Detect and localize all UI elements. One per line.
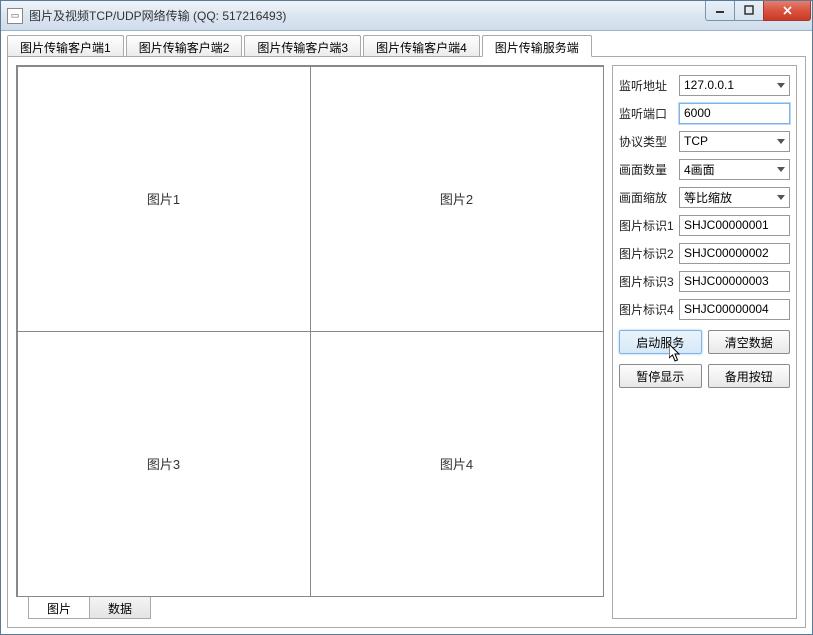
imgid4-input[interactable]: [679, 299, 790, 320]
label-imgid3: 图片标识3: [619, 273, 675, 290]
label-panel-count: 画面数量: [619, 161, 675, 178]
titlebar[interactable]: ▭ 图片及视频TCP/UDP网络传输 (QQ: 517216493): [1, 1, 812, 31]
select-wrap-panel-count: [679, 159, 790, 180]
maximize-button[interactable]: [734, 1, 764, 21]
settings-panel: 监听地址 监听端口 协议类型 画面数量: [612, 65, 797, 619]
top-tabstrip: 图片传输客户端1 图片传输客户端2 图片传输客户端3 图片传输客户端4 图片传输…: [7, 35, 806, 57]
row-listen-addr: 监听地址: [619, 74, 790, 96]
bottom-tabstrip: 图片 数据: [16, 597, 604, 619]
pause-display-button[interactable]: 暂停显示: [619, 364, 702, 388]
button-row-2: 暂停显示 备用按钮: [619, 364, 790, 388]
label-listen-addr: 监听地址: [619, 77, 675, 94]
bottom-tab-data[interactable]: 数据: [89, 597, 151, 619]
start-service-button[interactable]: 启动服务: [619, 330, 702, 354]
listen-addr-select[interactable]: [679, 75, 790, 96]
app-icon: ▭: [7, 8, 23, 24]
minimize-icon: [715, 5, 725, 15]
bottom-tab-image[interactable]: 图片: [28, 597, 90, 619]
client-area: 图片传输客户端1 图片传输客户端2 图片传输客户端3 图片传输客户端4 图片传输…: [1, 31, 812, 634]
panel-count-select[interactable]: [679, 159, 790, 180]
image-cell-1[interactable]: 图片1: [17, 66, 311, 332]
maximize-icon: [744, 5, 754, 15]
row-imgid2: 图片标识2: [619, 242, 790, 264]
window-title: 图片及视频TCP/UDP网络传输 (QQ: 517216493): [29, 7, 706, 24]
tab-client2[interactable]: 图片传输客户端2: [126, 35, 243, 56]
image-cell-3[interactable]: 图片3: [17, 331, 311, 597]
image-grid: 图片1 图片2 图片3 图片4: [16, 65, 604, 597]
label-protocol: 协议类型: [619, 133, 675, 150]
left-panel: 图片1 图片2 图片3 图片4 图片 数据: [16, 65, 604, 619]
minimize-button[interactable]: [705, 1, 735, 21]
label-imgid2: 图片标识2: [619, 245, 675, 262]
row-panel-count: 画面数量: [619, 158, 790, 180]
label-scale-mode: 画面缩放: [619, 189, 675, 206]
listen-port-input[interactable]: [679, 103, 790, 124]
button-row-1: 启动服务 清空数据: [619, 330, 790, 354]
label-imgid4: 图片标识4: [619, 301, 675, 318]
imgid3-input[interactable]: [679, 271, 790, 292]
window-controls: [706, 1, 812, 21]
select-wrap-scale-mode: [679, 187, 790, 208]
label-imgid1: 图片标识1: [619, 217, 675, 234]
imgid1-input[interactable]: [679, 215, 790, 236]
protocol-select[interactable]: [679, 131, 790, 152]
select-wrap-protocol: [679, 131, 790, 152]
image-cell-4[interactable]: 图片4: [310, 331, 604, 597]
clear-data-button[interactable]: 清空数据: [708, 330, 791, 354]
scale-mode-select[interactable]: [679, 187, 790, 208]
row-protocol: 协议类型: [619, 130, 790, 152]
close-button[interactable]: [763, 1, 811, 21]
close-icon: [782, 5, 793, 16]
main-content: 图片1 图片2 图片3 图片4 图片 数据 监听地址: [7, 57, 806, 628]
row-imgid4: 图片标识4: [619, 298, 790, 320]
row-imgid1: 图片标识1: [619, 214, 790, 236]
select-wrap-listen-addr: [679, 75, 790, 96]
tab-server[interactable]: 图片传输服务端: [482, 35, 592, 57]
row-scale-mode: 画面缩放: [619, 186, 790, 208]
app-window: ▭ 图片及视频TCP/UDP网络传输 (QQ: 517216493) 图片传输客…: [0, 0, 813, 635]
spare-button[interactable]: 备用按钮: [708, 364, 791, 388]
tab-client3[interactable]: 图片传输客户端3: [244, 35, 361, 56]
row-listen-port: 监听端口: [619, 102, 790, 124]
image-cell-2[interactable]: 图片2: [310, 66, 604, 332]
row-imgid3: 图片标识3: [619, 270, 790, 292]
tab-client1[interactable]: 图片传输客户端1: [7, 35, 124, 56]
tab-client4[interactable]: 图片传输客户端4: [363, 35, 480, 56]
imgid2-input[interactable]: [679, 243, 790, 264]
label-listen-port: 监听端口: [619, 105, 675, 122]
